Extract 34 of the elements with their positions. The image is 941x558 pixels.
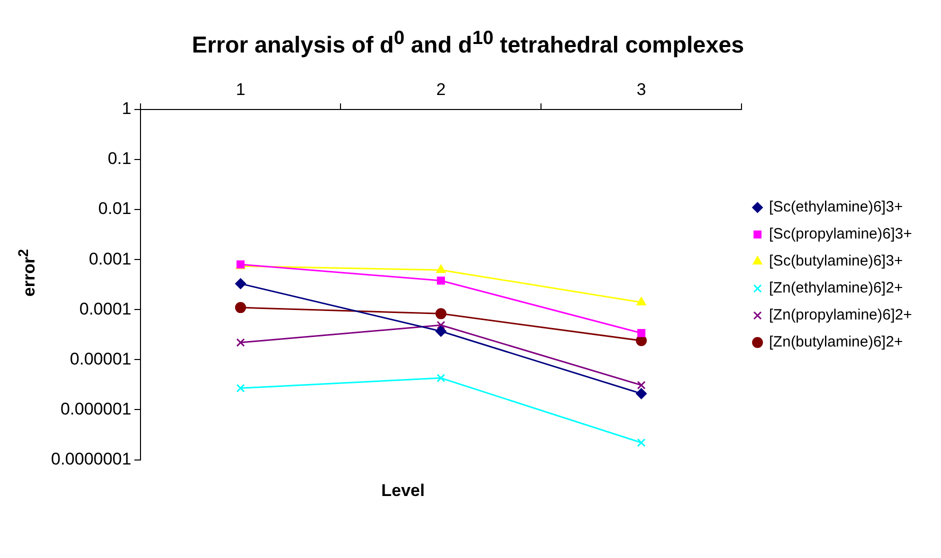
y-tick-label: 0.1 [108, 148, 132, 168]
y-tick-label: 0.0000001 [50, 449, 132, 468]
y-tick-label: 0.000001 [60, 399, 132, 418]
legend-label: [Sc(ethylamine)6]3+ [769, 198, 904, 216]
point [637, 380, 646, 390]
legend-label: [Sc(propylamine)6]3+ [769, 225, 912, 242]
legend-label: [Zn(ethylamine)6]2+ [769, 279, 904, 296]
point [636, 388, 647, 399]
chart-title: Error analysis of d$^{0}$ and d$^{10}$ tetrahedral complexes [190, 28, 746, 59]
legend-label: [Zn(butylamine)6]2+ [769, 333, 904, 350]
x-tick-label: 2 [436, 80, 446, 99]
y-tick-label: 1 [122, 98, 132, 118]
point [236, 384, 245, 392]
point [436, 264, 446, 273]
point [636, 296, 646, 305]
y-tick-label: 0.01 [98, 198, 132, 218]
point [436, 320, 446, 330]
point [235, 278, 246, 289]
y-tick-label: 0.00001 [70, 349, 132, 368]
point [235, 302, 246, 313]
point [436, 373, 446, 382]
legend-label: [Sc(butylamine)6]3+ [769, 252, 904, 270]
y-tick-label: 0.001 [88, 248, 132, 268]
point [436, 276, 445, 284]
point [637, 328, 646, 337]
x-axis-title: Level [380, 480, 426, 501]
point [236, 338, 245, 346]
legend-label: [Zn(propylamine)6]2+ [769, 306, 912, 324]
x-tick-label: 1 [236, 80, 246, 99]
x-tick-label: 3 [636, 80, 646, 99]
y-tick-label: 0.0001 [79, 298, 132, 318]
point [637, 438, 646, 447]
point [435, 308, 446, 319]
point [435, 325, 446, 336]
